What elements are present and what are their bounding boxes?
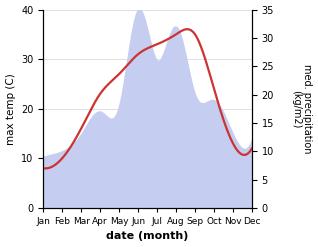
Y-axis label: med. precipitation
(kg/m2): med. precipitation (kg/m2) (291, 64, 313, 153)
Y-axis label: max temp (C): max temp (C) (5, 73, 16, 144)
X-axis label: date (month): date (month) (107, 231, 189, 242)
